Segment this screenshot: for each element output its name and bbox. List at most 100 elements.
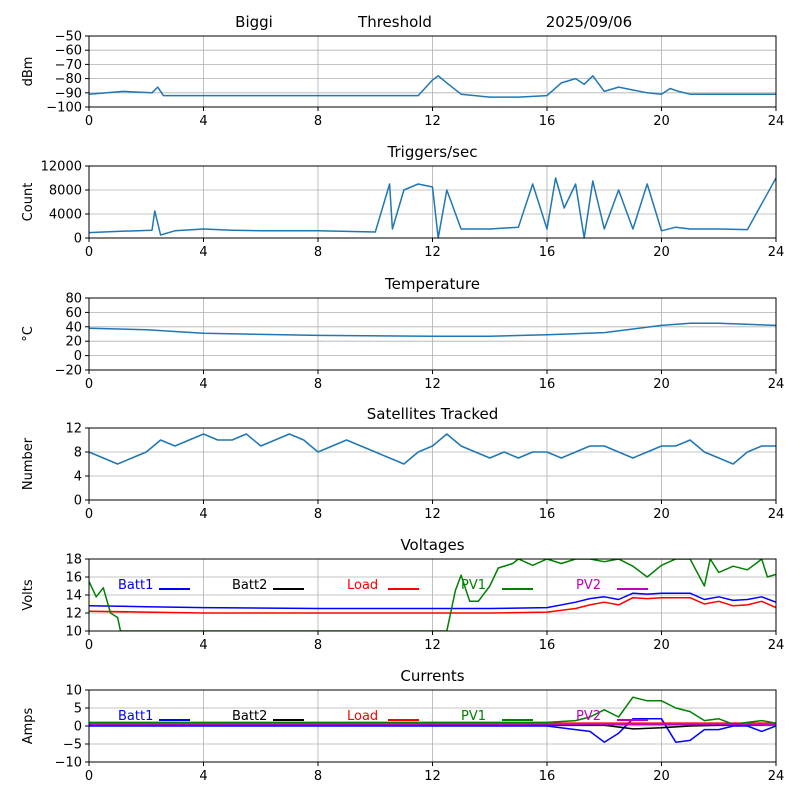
chart-title: Currents (400, 667, 464, 685)
y-axis-label: °C (21, 326, 36, 342)
y-tick-label: 0 (74, 232, 82, 247)
x-tick-label: 24 (768, 638, 785, 653)
x-tick-label: 24 (768, 507, 785, 522)
x-tick-label: 16 (539, 377, 556, 392)
y-tick-label: −50 (55, 30, 82, 45)
mode-label: Threshold (357, 13, 432, 31)
header: Biggi Threshold 2025/09/06 (235, 13, 632, 31)
y-axis-label: Amps (21, 707, 36, 744)
x-tick-label: 24 (768, 377, 785, 392)
y-tick-label: −60 (55, 44, 82, 59)
legend-label-batt2: Batt2 (232, 578, 267, 593)
panels: 0 4 8 12 16 20 24 −100−90−80−70−60−50 dBm 0 4 8 12 16… (21, 30, 784, 785)
y-axis-label: Number (21, 437, 36, 490)
y-tick-label: 10 (65, 625, 82, 640)
y-tick-label: 12 (65, 422, 82, 437)
x-tick-label: 20 (653, 638, 670, 653)
y-tick-label: 8 (74, 446, 82, 461)
y-tick-label: 8000 (49, 184, 82, 199)
date-label: 2025/09/06 (546, 13, 632, 31)
y-tick-label: −90 (55, 86, 82, 101)
x-tick-label: 8 (314, 769, 322, 784)
y-tick-label: 0 (74, 494, 82, 509)
legend-label-pv1: PV1 (461, 578, 486, 593)
series-line (89, 177, 776, 238)
y-tick-label: 80 (65, 292, 82, 307)
series-group (89, 75, 776, 98)
x-tick-label: 4 (199, 245, 207, 260)
x-tick-label: 20 (653, 377, 670, 392)
chart-title: Voltages (400, 536, 464, 554)
y-tick-label: −20 (55, 364, 82, 379)
y-axis-label: dBm (21, 57, 36, 87)
y-tick-label: −100 (46, 101, 82, 116)
chart-currents: 0 4 8 12 16 20 24 −10 −5 0 5 10 Currents Amps Batt1 Bat… (21, 667, 784, 784)
y-tick-label: 60 (65, 306, 82, 321)
y-axis-label: Volts (21, 579, 36, 611)
x-tick-label: 0 (85, 638, 93, 653)
chart-voltages: 0 4 8 12 16 20 24 10 12 14 16 18 Voltages Volts Batt1 B… (21, 536, 784, 653)
x-tick-label: 0 (85, 507, 93, 522)
legend-label-batt1: Batt1 (118, 709, 153, 724)
x-tick-label: 8 (314, 507, 322, 522)
x-tick-label: 4 (199, 769, 207, 784)
x-tick-label: 0 (85, 769, 93, 784)
y-axis-label: Count (21, 183, 36, 222)
x-tick-label: 16 (539, 769, 556, 784)
chart-title: Satellites Tracked (367, 405, 498, 423)
x-tick-label: 4 (199, 377, 207, 392)
x-tick-label: 8 (314, 114, 322, 129)
x-tick-label: 4 (199, 638, 207, 653)
x-tick-label: 12 (424, 114, 441, 129)
y-tick-label: 12000 (41, 160, 82, 175)
x-tick-label: 4 (199, 114, 207, 129)
series-line (89, 75, 776, 98)
series-line (89, 433, 776, 465)
legend-label-pv2: PV2 (576, 709, 601, 724)
legend-label-batt1: Batt1 (118, 578, 153, 593)
y-tick-label: −70 (55, 58, 82, 73)
x-tick-label: 16 (539, 638, 556, 653)
x-tick-label: 8 (314, 377, 322, 392)
legend-label-load: Load (347, 709, 378, 724)
y-tick-label: 10 (65, 684, 82, 699)
legend-label-load: Load (347, 578, 378, 593)
legend-label-pv1: PV1 (461, 709, 486, 724)
chart-triggers: 0 4 8 12 16 20 24 0 4000 8000 12000 Triggers/sec Cou… (21, 143, 784, 260)
y-tick-label: 20 (65, 335, 82, 350)
x-tick-label: 16 (539, 507, 556, 522)
x-tick-label: 24 (768, 114, 785, 129)
legend-label-batt2: Batt2 (232, 709, 267, 724)
y-tick-label: 0 (74, 720, 82, 735)
chart-threshold: 0 4 8 12 16 20 24 −100−90−80−70−60−50 dBm (21, 30, 784, 130)
y-tick-label: 0 (74, 349, 82, 364)
x-tick-label: 8 (314, 245, 322, 260)
x-tick-label: 12 (424, 245, 441, 260)
x-tick-label: 20 (653, 507, 670, 522)
series-line-batt1 (89, 718, 776, 743)
series-group (89, 696, 776, 743)
y-tick-label: 12 (65, 607, 82, 622)
series-line-batt1 (89, 592, 776, 610)
y-tick-label: −80 (55, 72, 82, 87)
x-tick-label: 4 (199, 507, 207, 522)
series-group (89, 433, 776, 465)
series-line-pv1 (89, 696, 776, 725)
series-line (89, 322, 776, 337)
series-group (89, 322, 776, 337)
x-tick-label: 12 (424, 769, 441, 784)
y-tick-label: 4 (74, 470, 82, 485)
series-line-pv1 (89, 559, 776, 631)
x-tick-label: 16 (539, 245, 556, 260)
x-tick-label: 24 (768, 769, 785, 784)
chart-title: Triggers/sec (387, 143, 478, 161)
legend-label-pv2: PV2 (576, 578, 601, 593)
x-tick-label: 0 (85, 114, 93, 129)
x-tick-label: 20 (653, 114, 670, 129)
x-tick-label: 12 (424, 638, 441, 653)
x-tick-label: 0 (85, 245, 93, 260)
y-tick-label: 16 (65, 571, 82, 586)
series-group (89, 177, 776, 238)
